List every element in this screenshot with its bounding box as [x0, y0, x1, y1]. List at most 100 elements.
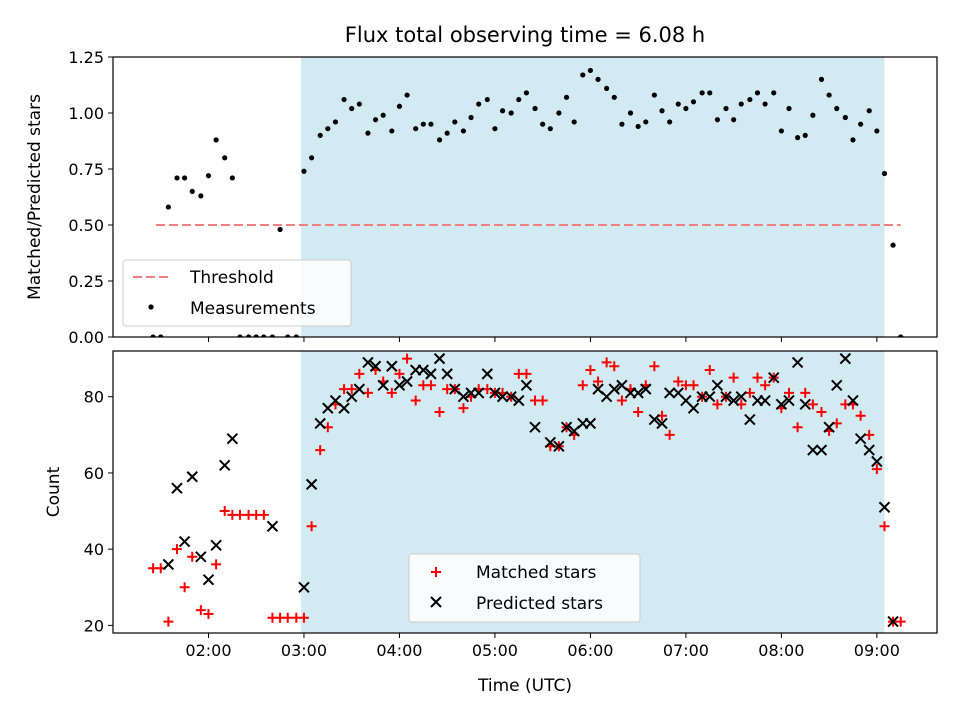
measurement-point [595, 76, 601, 82]
measurement-point [182, 175, 188, 181]
predicted-star-point [735, 391, 747, 403]
measurement-point [444, 130, 450, 136]
predicted-star-point [656, 417, 668, 430]
measurement-point [532, 105, 538, 112]
measurement-point [213, 137, 219, 143]
legend-threshold-label: Threshold [189, 268, 274, 288]
measurement-point [468, 114, 474, 121]
matched-star-point [458, 403, 469, 414]
matched-star-point [792, 422, 803, 433]
predicted-star-point [799, 398, 811, 411]
measurement-point [285, 334, 291, 337]
predicted-star-point [768, 371, 780, 384]
predicted-star-point [210, 539, 222, 552]
matched-star-point [784, 387, 795, 398]
predicted-star-point [815, 444, 828, 456]
measurement-point [747, 96, 753, 103]
measurement-point [293, 334, 299, 337]
measurement-point [341, 96, 347, 103]
measurement-point [198, 193, 204, 199]
predicted-star-point [202, 573, 215, 586]
x-tick-label: 04:00 [376, 641, 422, 660]
predicted-star-point [195, 551, 207, 563]
predicted-star-point [496, 391, 509, 403]
predicted-star-point [481, 368, 493, 380]
measurement-point [556, 110, 562, 116]
measurement-point [738, 101, 744, 107]
matched-star-point [298, 612, 309, 623]
matched-star-point [354, 368, 365, 379]
predicted-star-point [513, 394, 525, 407]
measurement-point [818, 76, 825, 82]
measurement-point [802, 132, 808, 138]
predicted-star-point [338, 402, 350, 414]
matched-star-point [171, 544, 182, 555]
predicted-star-point [807, 444, 819, 456]
measurement-point [723, 105, 729, 112]
measurement-point [858, 121, 864, 127]
matched-star-point [346, 384, 357, 395]
measurement-point [349, 105, 355, 112]
predicted-star-point [887, 615, 899, 628]
matched-star-point [203, 608, 214, 619]
measurement-point [850, 137, 856, 143]
matched-star-point [425, 380, 436, 391]
measurement-point [484, 96, 490, 103]
measurement-point [826, 92, 832, 98]
measurement-point [651, 92, 657, 98]
measurement-point [516, 96, 522, 103]
measurement-point [189, 188, 195, 194]
predicted-star-point [425, 368, 437, 380]
x-tick-label: 09:00 [854, 641, 900, 660]
matched-star-point [609, 361, 620, 372]
x-tick-label: 08:00 [758, 641, 804, 660]
measurement-point [778, 128, 784, 134]
measurement-point [269, 334, 276, 337]
measurement-point [683, 105, 689, 112]
measurement-point [890, 242, 896, 248]
measurement-point [389, 128, 395, 134]
chart-title: Flux total observing time = 6.08 h [345, 23, 705, 47]
predicted-star-point [854, 432, 867, 445]
series-predicted-stars [162, 352, 899, 628]
matched-star-point [386, 387, 397, 398]
predicted-star-point [783, 394, 795, 407]
y-tick-label: 0.25 [68, 272, 104, 291]
measurement-point [245, 334, 252, 337]
plot-contents [150, 57, 904, 337]
matched-star-point [577, 380, 588, 391]
observing-window-span [301, 57, 885, 337]
matched-star-point [800, 387, 811, 398]
measurement-point [834, 105, 840, 112]
count-panel: 20 40 60 80 02:00 03:00 04:00 05:00 06:00 07:00 08… [44, 350, 938, 660]
series-measurements [150, 67, 904, 337]
measurement-point [604, 85, 610, 91]
predicted-star-point [584, 417, 597, 430]
measurement-point [436, 137, 443, 143]
predicted-star-point [369, 360, 382, 372]
predicted-star-point [298, 581, 310, 593]
predicted-star-point [305, 478, 318, 491]
y-axis-title: Count [44, 466, 64, 517]
y-tick-label: 20 [84, 616, 104, 635]
matched-star-point [664, 429, 675, 440]
measurement-point [380, 112, 386, 118]
predicted-star-point [544, 436, 557, 449]
legend-predicted-swatch [430, 596, 442, 608]
measurement-point [396, 103, 403, 109]
measurement-point [898, 334, 904, 337]
legend-matched-label: Matched stars [476, 563, 596, 583]
measurement-point [547, 126, 553, 132]
measurement-point [707, 90, 713, 96]
predicted-star-point [162, 558, 175, 571]
predicted-star-point [839, 352, 852, 365]
measurement-point [810, 112, 816, 118]
legend: Threshold Measurements [122, 259, 352, 327]
measurement-point [659, 108, 665, 114]
matched-star-point [649, 361, 660, 372]
measurement-point [365, 130, 371, 136]
predicted-star-point [178, 535, 191, 548]
measurement-point [460, 128, 467, 134]
measurement-point [165, 204, 171, 210]
